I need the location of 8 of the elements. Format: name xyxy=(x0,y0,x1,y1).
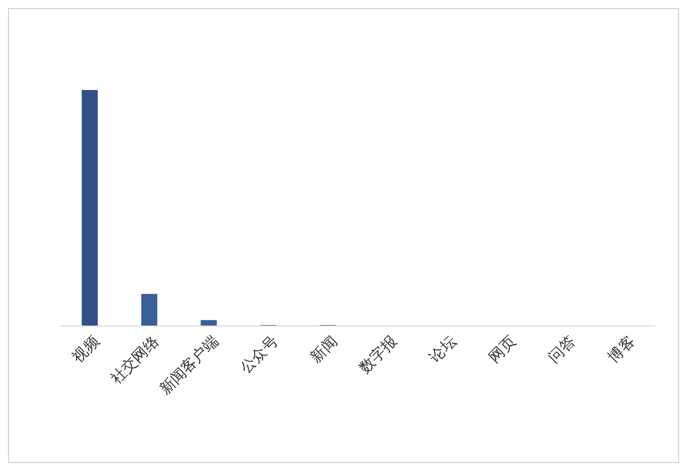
x-tick-label: 公众号 xyxy=(236,332,282,377)
x-tick-label: 视频 xyxy=(68,332,103,366)
x-tick-label: 新闻 xyxy=(306,332,341,366)
x-tick-label: 数字报 xyxy=(356,332,400,377)
x-tick-label: 论坛 xyxy=(426,332,460,366)
x-tick-label: 问答 xyxy=(544,332,579,366)
x-tick-label: 博客 xyxy=(604,332,638,366)
x-tick-label: 网页 xyxy=(485,332,520,366)
